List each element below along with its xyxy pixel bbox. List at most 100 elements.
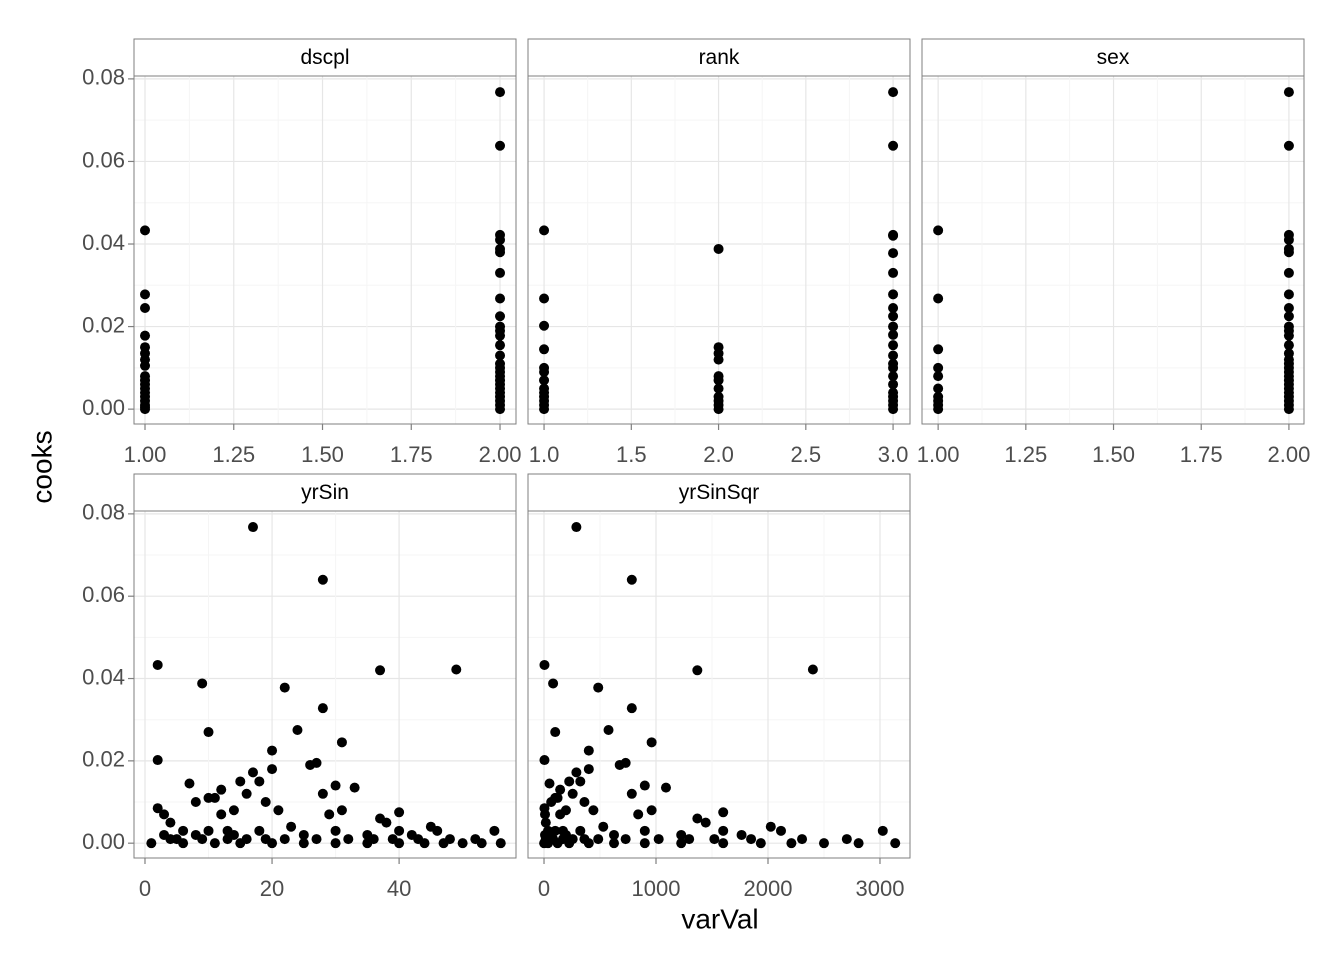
point (571, 522, 582, 533)
point (567, 834, 578, 845)
point (330, 825, 341, 836)
x-tick-label: 1.75 (390, 442, 433, 467)
point (539, 404, 550, 415)
point (583, 764, 594, 775)
point (718, 825, 729, 836)
point (639, 838, 650, 849)
point (692, 665, 703, 676)
point (394, 807, 405, 818)
x-tick-label: 1000 (632, 876, 681, 901)
point (888, 289, 899, 300)
point (1283, 340, 1294, 351)
y-tick-label: 0.02 (82, 747, 125, 772)
x-tick-label: 2000 (744, 876, 793, 901)
point (540, 817, 551, 828)
point (298, 838, 309, 849)
point (311, 834, 322, 845)
point (495, 838, 506, 849)
point (765, 821, 776, 832)
point (888, 350, 899, 361)
point (495, 87, 506, 98)
x-tick-label: 1.0 (529, 442, 560, 467)
point (620, 757, 631, 768)
point (626, 788, 637, 799)
point (888, 140, 899, 151)
point (165, 834, 176, 845)
point (933, 404, 944, 415)
point (555, 784, 566, 795)
y-tick-label: 0.04 (82, 664, 125, 689)
point (152, 803, 163, 814)
y-tick-label: 0.08 (82, 65, 125, 90)
point (330, 838, 341, 849)
point (626, 703, 637, 714)
point (709, 834, 720, 845)
point (548, 834, 559, 845)
point (557, 834, 568, 845)
x-tick-label: 20 (260, 876, 284, 901)
point (888, 371, 899, 382)
point (368, 834, 379, 845)
x-tick-label: 1.00 (917, 442, 960, 467)
point (933, 362, 944, 373)
point (495, 293, 506, 304)
point (888, 362, 899, 373)
point (451, 664, 462, 675)
point (190, 797, 201, 808)
y-axis-title: cooks (26, 430, 57, 503)
strip-label: sex (1097, 46, 1130, 69)
point (579, 797, 590, 808)
point (152, 659, 163, 670)
point (653, 834, 664, 845)
point (933, 293, 944, 304)
point (324, 809, 335, 820)
point (888, 267, 899, 278)
point (178, 825, 189, 836)
point (375, 665, 386, 676)
point (279, 834, 290, 845)
point (888, 248, 899, 259)
point (888, 311, 899, 322)
point (286, 821, 297, 832)
point (609, 838, 620, 849)
panel-background (134, 76, 516, 424)
point (775, 825, 786, 836)
point (598, 821, 609, 832)
point (349, 782, 360, 793)
point (626, 574, 637, 585)
point (755, 838, 766, 849)
point (539, 320, 550, 331)
x-tick-label: 0 (538, 876, 550, 901)
point (567, 788, 578, 799)
point (140, 225, 151, 236)
strip (527, 473, 911, 512)
y-tick-label: 0.00 (82, 829, 125, 854)
point (713, 375, 724, 386)
point (609, 829, 620, 840)
point (888, 321, 899, 332)
point (1283, 267, 1294, 278)
x-tick-label: 40 (387, 876, 411, 901)
point (639, 825, 650, 836)
point (713, 383, 724, 394)
x-tick-label: 2.5 (791, 442, 822, 467)
point (260, 797, 271, 808)
point (140, 360, 151, 371)
point (603, 724, 614, 735)
point (877, 825, 888, 836)
point (1283, 404, 1294, 415)
y-tick-label: 0.08 (82, 500, 125, 525)
x-tick-label: 3.0 (878, 442, 909, 467)
point (818, 838, 829, 849)
point (495, 330, 506, 341)
point (548, 678, 559, 689)
point (676, 829, 687, 840)
point (933, 225, 944, 236)
point (1283, 289, 1294, 300)
point (197, 678, 208, 689)
point (539, 755, 550, 766)
point (786, 838, 797, 849)
point (888, 379, 899, 390)
point (639, 780, 650, 791)
point (797, 834, 808, 845)
